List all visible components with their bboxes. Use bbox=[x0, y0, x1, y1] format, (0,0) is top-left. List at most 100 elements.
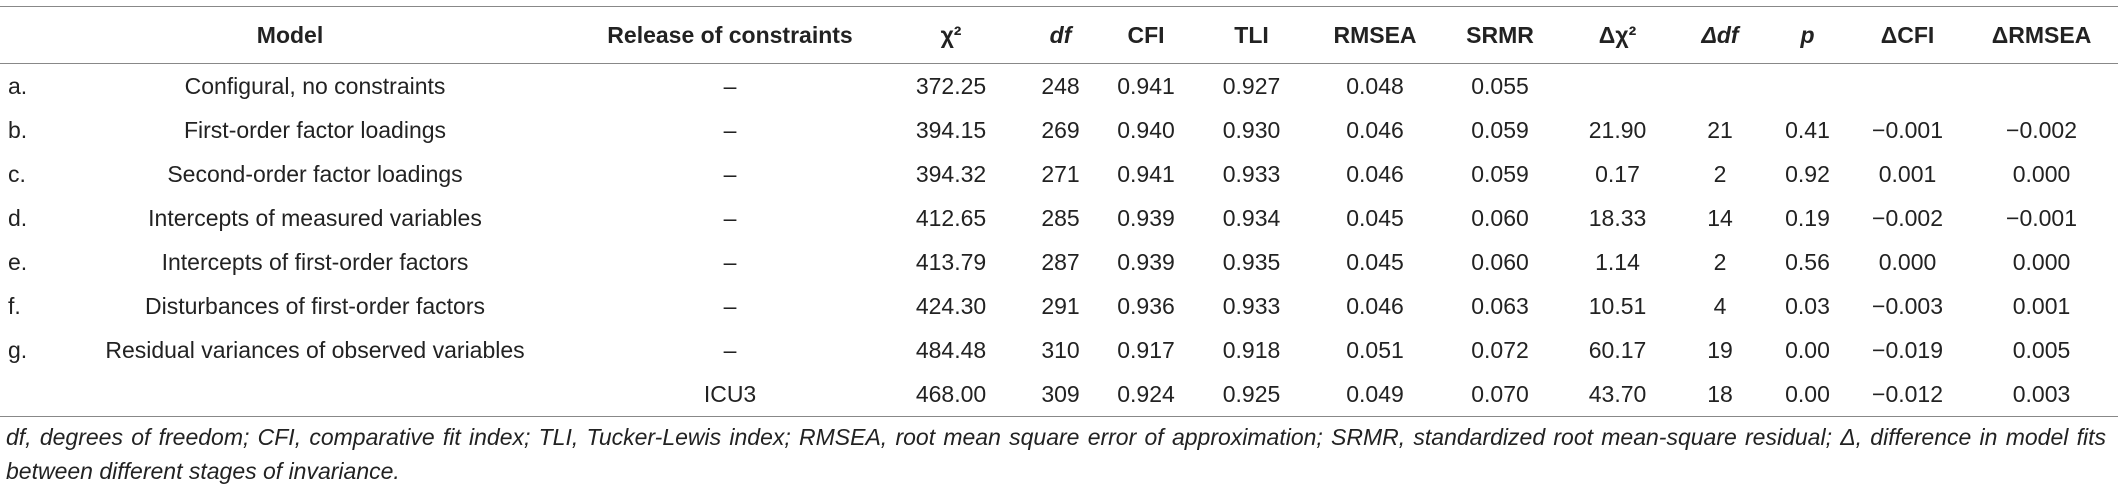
table-cell: 0.046 bbox=[1346, 160, 1404, 187]
table-cell: −0.002 bbox=[2006, 116, 2078, 143]
table-cell bbox=[1965, 64, 2118, 109]
row-letter: a. bbox=[8, 72, 28, 99]
table-cell: 0.939 bbox=[1117, 204, 1175, 231]
table-row: e. Intercepts of first-order factors – 413.… bbox=[0, 240, 2118, 284]
table-cell: 0.000 bbox=[2012, 248, 2071, 275]
table-cell: 0.060 bbox=[1471, 204, 1529, 231]
table-row: a. Configural, no constraints – 372.25 248 0.… bbox=[0, 64, 2118, 109]
column-header: CFI bbox=[1099, 6, 1194, 64]
table-cell: 0.00 bbox=[1785, 336, 1830, 363]
table-cell: −0.003 bbox=[1872, 292, 1944, 319]
column-header: RMSEA bbox=[1310, 6, 1441, 64]
column-header: Δdf bbox=[1675, 6, 1766, 64]
table-cell: 0.924 bbox=[1099, 372, 1194, 417]
table-cell: First-order factor loadings bbox=[183, 116, 447, 143]
table-cell: – bbox=[723, 116, 737, 143]
table-cell: 0.939 bbox=[1117, 248, 1175, 275]
data-table: Model Release of constraints χ² df CFI TLI RMS… bbox=[0, 6, 2118, 417]
table-row: b. First-order factor loadings – 394.15 269 0… bbox=[0, 108, 2118, 152]
table-cell: 0.070 bbox=[1440, 372, 1561, 417]
table-cell bbox=[1850, 64, 1965, 109]
table-cell: 0.934 bbox=[1222, 204, 1281, 231]
table-cell bbox=[1765, 64, 1850, 109]
table-cell: – bbox=[723, 72, 737, 99]
row-letter bbox=[0, 372, 50, 417]
column-header: Model bbox=[0, 6, 581, 64]
table-cell: 10.51 bbox=[1588, 292, 1647, 319]
table-cell: 0.918 bbox=[1222, 336, 1281, 363]
header-row: Model Release of constraints χ² df CFI TLI RMS… bbox=[0, 6, 2118, 64]
table-cell: 0.059 bbox=[1471, 160, 1529, 187]
table-cell: 0.000 bbox=[1878, 248, 1937, 275]
table-cell: 0.055 bbox=[1471, 72, 1529, 99]
column-header: df bbox=[1022, 6, 1100, 64]
column-header: SRMR bbox=[1440, 6, 1561, 64]
table-cell: 0.92 bbox=[1785, 160, 1830, 187]
table-cell: 1.14 bbox=[1595, 248, 1640, 275]
table-row: c. Second-order factor loadings – 394.32 271… bbox=[0, 152, 2118, 196]
table-cell: 0.17 bbox=[1595, 160, 1640, 187]
table-cell: 0.045 bbox=[1346, 248, 1404, 275]
table-cell: 0.072 bbox=[1471, 336, 1529, 363]
table-cell: 394.15 bbox=[915, 116, 987, 143]
table-cell: Residual variances of observed variables bbox=[105, 336, 525, 363]
table-cell: 0.001 bbox=[1878, 160, 1937, 187]
table-cell: ICU3 bbox=[580, 372, 881, 417]
table-cell: −0.012 bbox=[1850, 372, 1966, 417]
table-cell: 0.000 bbox=[2012, 160, 2071, 187]
row-letter: g. bbox=[8, 336, 28, 363]
table-cell: −0.002 bbox=[1872, 204, 1944, 231]
column-header: Δχ² bbox=[1560, 6, 1676, 64]
table-cell: 468.00 bbox=[880, 372, 1023, 417]
table-cell: 0.925 bbox=[1193, 372, 1311, 417]
table-cell: 0.917 bbox=[1117, 336, 1175, 363]
column-header: χ² bbox=[880, 6, 1023, 64]
table-cell: – bbox=[723, 160, 737, 187]
table-cell: Second-order factor loadings bbox=[167, 160, 463, 187]
table-cell: Configural, no constraints bbox=[184, 72, 446, 99]
table-cell: 18 bbox=[1675, 372, 1766, 417]
table-cell: 248 bbox=[1041, 72, 1080, 99]
table-cell: 0.41 bbox=[1785, 116, 1830, 143]
table-cell: 0.935 bbox=[1222, 248, 1281, 275]
table-row: f. Disturbances of first-order factors –42… bbox=[0, 284, 2118, 328]
table-cell: 0.059 bbox=[1471, 116, 1529, 143]
column-header: ΔRMSEA bbox=[1965, 6, 2118, 64]
table-cell: 0.051 bbox=[1346, 336, 1404, 363]
table-row: ICU3 468.00 309 0.924 0.925 0.049 0.070 43.70 18… bbox=[0, 372, 2118, 417]
row-letter: d. bbox=[8, 204, 28, 231]
table-cell: 2 bbox=[1713, 248, 1727, 275]
table-cell: 271 bbox=[1041, 160, 1080, 187]
column-header: TLI bbox=[1193, 6, 1311, 64]
table-cell: 0.063 bbox=[1471, 292, 1529, 319]
table-cell: 0.003 bbox=[1965, 372, 2118, 417]
row-letter: c. bbox=[8, 160, 26, 187]
table-cell: 0.048 bbox=[1346, 72, 1404, 99]
table-cell: – bbox=[723, 248, 737, 275]
table-cell: 0.941 bbox=[1117, 160, 1175, 187]
table-cell: 269 bbox=[1041, 116, 1080, 143]
table-cell: 0.00 bbox=[1765, 372, 1851, 417]
footnote: df, degrees of freedom; CFI, comparative… bbox=[6, 424, 2106, 484]
table-cell: 0.941 bbox=[1117, 72, 1175, 99]
column-header: Release of constraints bbox=[580, 6, 881, 64]
table-cell: 21 bbox=[1707, 116, 1733, 143]
table-cell: 18.33 bbox=[1588, 204, 1647, 231]
table-cell: 424.30 bbox=[915, 292, 987, 319]
table-cell: 21.90 bbox=[1588, 116, 1647, 143]
table-cell: 0.19 bbox=[1785, 204, 1830, 231]
table-cell bbox=[1675, 64, 1765, 109]
table-cell: 0.933 bbox=[1222, 160, 1281, 187]
column-header: p bbox=[1765, 6, 1851, 64]
column-header: ΔCFI bbox=[1850, 6, 1966, 64]
table-cell: 0.046 bbox=[1346, 116, 1404, 143]
table-cell: Disturbances of first-order factors bbox=[145, 292, 486, 319]
table-cell: 0.045 bbox=[1346, 204, 1404, 231]
table-cell: 0.930 bbox=[1222, 116, 1281, 143]
table-row: d. Intercepts of measured variables – 412.6… bbox=[0, 196, 2118, 240]
table-cell: 43.70 bbox=[1560, 372, 1676, 417]
table-cell: 285 bbox=[1041, 204, 1080, 231]
table-cell: −0.001 bbox=[1872, 116, 1944, 143]
table-cell: 0.001 bbox=[2012, 292, 2071, 319]
table-cell: – bbox=[723, 336, 737, 363]
